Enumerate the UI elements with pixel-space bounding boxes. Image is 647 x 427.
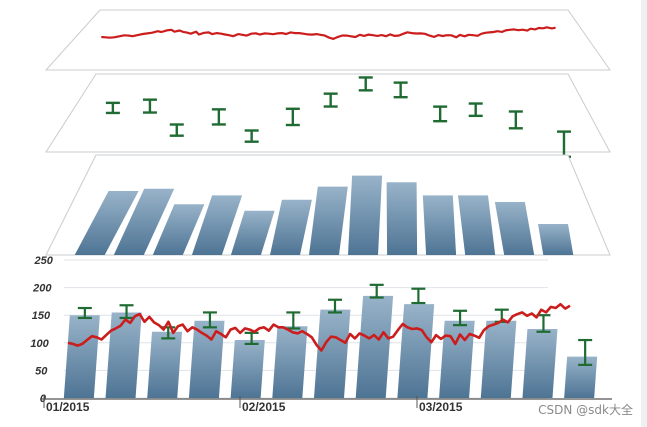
errorbar-panel [45, 73, 611, 159]
bar [191, 195, 243, 255]
bar [355, 295, 394, 398]
bar [230, 340, 265, 398]
y-tick-label: 150 [32, 310, 51, 322]
bar [458, 195, 496, 255]
bar [105, 312, 142, 398]
line-panel-series [101, 26, 556, 41]
bar [480, 320, 517, 398]
bar [309, 186, 348, 255]
bar [188, 320, 225, 398]
bar [313, 309, 351, 398]
bar [63, 315, 100, 398]
series-line [67, 302, 571, 352]
bar [348, 175, 383, 255]
watermark: CSDN @sdk大全 [538, 403, 633, 417]
bar [439, 320, 475, 398]
bar [386, 182, 418, 255]
scrollbar-track [641, 0, 647, 427]
errorbar-panel-plane [45, 73, 611, 153]
bar [147, 331, 183, 398]
bar [270, 199, 312, 255]
y-tick-label: 100 [30, 338, 49, 350]
line-panel [44, 9, 611, 71]
bar [564, 356, 598, 398]
bar [113, 188, 175, 255]
bar [272, 326, 308, 398]
x-tick-label: 01/2015 [46, 400, 90, 414]
x-tick-label: 02/2015 [242, 400, 286, 414]
bar [152, 204, 205, 255]
bar [74, 191, 139, 255]
x-tick-label: 03/2015 [419, 400, 463, 414]
line-panel-plane [44, 9, 611, 71]
bar [397, 304, 435, 398]
bar-panel [45, 154, 611, 256]
y-tick-label: 250 [34, 255, 54, 267]
bar [230, 210, 275, 255]
bar [494, 202, 535, 255]
bar [538, 224, 574, 255]
bar [422, 195, 457, 255]
y-tick-label: 50 [35, 365, 48, 377]
bar [522, 329, 558, 398]
y-tick-label: 200 [32, 283, 52, 295]
